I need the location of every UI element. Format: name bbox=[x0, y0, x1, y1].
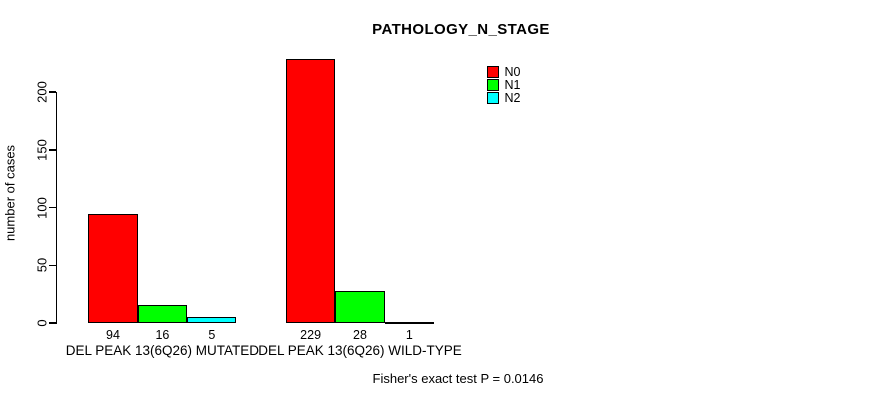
y-tick bbox=[48, 322, 56, 324]
y-tick-label: 200 bbox=[34, 81, 49, 103]
legend-swatch-n2 bbox=[487, 92, 500, 105]
y-tick-label: 50 bbox=[34, 258, 49, 273]
bar-value-label: 229 bbox=[300, 327, 322, 342]
chart-title: PATHOLOGY_N_STAGE bbox=[372, 21, 550, 38]
footnote: Fisher's exact test P = 0.0146 bbox=[372, 371, 544, 386]
legend-swatch-n1 bbox=[487, 79, 500, 91]
x-category-label: DEL PEAK 13(6Q26) MUTATED bbox=[65, 343, 260, 358]
y-tick-label: 100 bbox=[34, 196, 49, 219]
bar-n0-group1 bbox=[88, 214, 138, 323]
legend-label-n2: N2 bbox=[504, 91, 521, 106]
bar-n1-group1 bbox=[137, 304, 188, 323]
y-tick bbox=[48, 206, 56, 209]
bar-n0-group2 bbox=[285, 58, 336, 323]
bar-value-label: 28 bbox=[353, 327, 367, 342]
bar-n2-group1 bbox=[187, 317, 237, 323]
bar-value-label: 16 bbox=[155, 327, 170, 342]
y-tick bbox=[48, 149, 56, 151]
legend-label-n0: N0 bbox=[504, 64, 521, 79]
y-tick bbox=[48, 264, 56, 266]
y-axis-line bbox=[55, 92, 57, 325]
bar-n1-group2 bbox=[335, 290, 385, 323]
y-tick-label: 150 bbox=[34, 138, 49, 161]
y-tick-label: 0 bbox=[34, 319, 49, 327]
y-tick bbox=[48, 91, 56, 93]
bar-n2-group2 bbox=[384, 321, 435, 324]
bar-value-label: 5 bbox=[208, 327, 216, 342]
legend-label-n1: N1 bbox=[504, 78, 521, 92]
bar-value-label: 1 bbox=[405, 327, 413, 342]
bar-value-label: 94 bbox=[106, 327, 120, 342]
legend-swatch-n0 bbox=[487, 65, 500, 78]
x-category-label: DEL PEAK 13(6Q26) WILD-TYPE bbox=[258, 343, 462, 358]
